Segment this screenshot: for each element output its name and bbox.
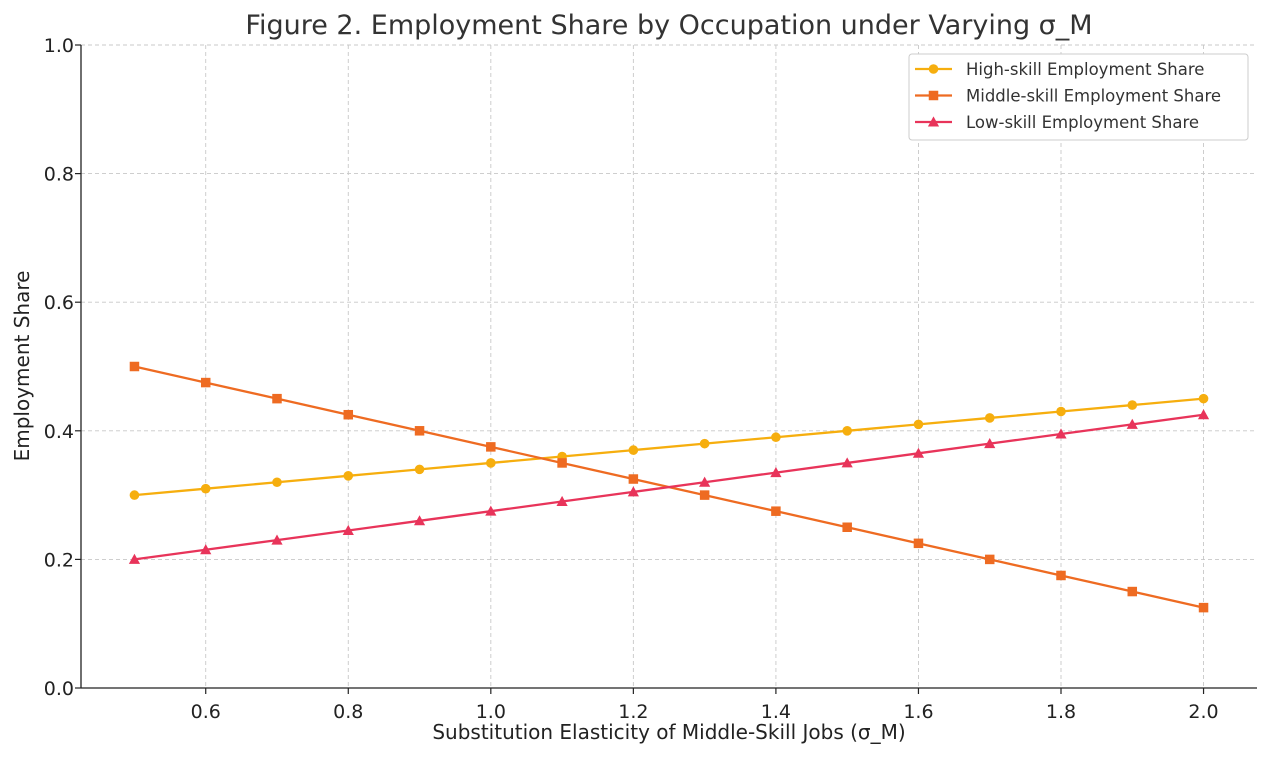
ticks: 0.6 0.8 1.0 1.2 1.4 1.6 1.8 2.0 0.0 0.2 0.4 0.6 0.8 1… (44, 35, 1219, 723)
data-point (913, 419, 924, 430)
data-point (627, 486, 639, 497)
data-point (343, 409, 354, 420)
x-tick-label: 0.8 (333, 701, 363, 723)
data-point (486, 442, 496, 452)
data-point (1127, 586, 1138, 597)
legend-label: Middle-skill Employment Share (966, 87, 1221, 106)
data-point (200, 377, 211, 388)
data-point (984, 554, 995, 565)
x-tick-label: 1.6 (903, 701, 933, 723)
y-tick-label: 0.8 (44, 164, 74, 186)
data-point (128, 553, 141, 564)
data-point (272, 477, 282, 488)
series-line (134, 413, 1204, 561)
data-point (200, 544, 212, 555)
data-point (1198, 602, 1209, 613)
data-point (343, 471, 354, 481)
y-tick-label: 0.6 (44, 292, 74, 314)
legend-label: High-skill Employment Share (966, 60, 1204, 79)
data-point (699, 490, 710, 500)
axes (80, 45, 1257, 689)
data-point (414, 426, 425, 436)
legend-label: Low-skill Employment Share (966, 113, 1199, 132)
data-point (272, 393, 282, 404)
data-point (913, 538, 924, 549)
data-point (771, 432, 781, 443)
data-point (628, 474, 639, 484)
data-point (556, 495, 568, 507)
data-point (271, 534, 283, 545)
y-tick-label: 0.4 (44, 421, 74, 443)
y-axis-label: Employment Share (10, 271, 34, 462)
x-tick-label: 2.0 (1188, 701, 1218, 723)
data-point (912, 447, 925, 458)
data-point (841, 457, 853, 468)
legend: High-skill Employment Share Middle-skill … (908, 53, 1249, 141)
legend-marker (928, 90, 939, 101)
data-point (842, 522, 852, 532)
x-tick-label: 1.0 (476, 701, 506, 723)
data-point (699, 476, 711, 487)
data-point (200, 483, 211, 494)
data-point (342, 524, 354, 535)
data-point (1198, 393, 1209, 404)
data-point (771, 506, 781, 516)
data-point (414, 464, 425, 475)
data-point (1127, 400, 1138, 410)
x-tick-label: 1.4 (761, 701, 791, 723)
legend-entry: Low-skill Employment Share (915, 113, 1199, 132)
data-point (129, 361, 140, 372)
series-triangle (128, 409, 1210, 564)
x-tick-label: 0.6 (191, 701, 221, 723)
data-point (486, 458, 496, 468)
grid-lines (81, 44, 1257, 689)
data-point (1126, 418, 1138, 429)
data-point (842, 426, 852, 436)
x-tick-label: 1.2 (618, 701, 648, 723)
series (128, 361, 1210, 613)
legend-marker (927, 116, 940, 127)
data-point (413, 515, 426, 526)
x-axis-label: Substitution Elasticity of Middle-Skill … (432, 720, 905, 744)
legend-entry: High-skill Employment Share (915, 60, 1204, 79)
y-tick-label: 0.2 (44, 549, 74, 571)
data-point (984, 413, 995, 423)
data-point (1055, 428, 1067, 439)
data-point (557, 458, 567, 468)
data-point (770, 466, 782, 478)
chart-title: Figure 2. Employment Share by Occupation… (245, 10, 1092, 41)
data-point (485, 505, 497, 516)
series-circle (129, 393, 1209, 500)
legend-entry: Middle-skill Employment Share (915, 87, 1221, 106)
data-point (129, 490, 140, 500)
data-point (628, 445, 639, 455)
data-point (984, 438, 996, 449)
y-tick-label: 1.0 (44, 35, 74, 57)
y-tick-label: 0.0 (44, 678, 74, 700)
series-line (134, 397, 1204, 497)
data-point (1056, 570, 1066, 581)
legend-box (908, 53, 1249, 141)
data-point (699, 438, 710, 449)
legend-marker (928, 64, 939, 74)
x-tick-label: 1.8 (1046, 701, 1076, 723)
data-point (1056, 406, 1066, 417)
data-point (1197, 409, 1210, 420)
